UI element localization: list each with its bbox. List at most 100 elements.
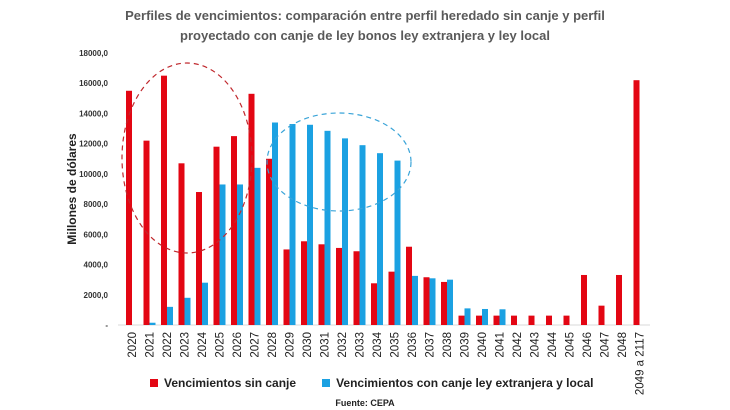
bar-con-canje-2029 (289, 124, 296, 326)
bar-sin-canje-2020 (126, 90, 132, 326)
bar-sin-canje-2036 (406, 246, 412, 325)
x-tick-label: 2045 (565, 332, 577, 358)
x-tick-label: 2028 (267, 332, 279, 358)
x-tick-label: 2032 (337, 332, 349, 358)
x-tick-label: 2034 (372, 331, 384, 357)
x-tick-label: 2025 (215, 332, 227, 358)
bar-con-canje-2021 (149, 322, 156, 325)
bar-sin-canje-2031 (318, 244, 325, 325)
red-highlight-ellipse (121, 62, 253, 254)
y-tick-label: 10000,0 (79, 170, 108, 179)
bar-con-canje-2032 (342, 138, 348, 325)
legend-swatch-red (150, 379, 158, 387)
x-tick-label: 2047 (600, 332, 612, 358)
x-tick-label: 2039 (460, 332, 472, 358)
bar-con-canje-2023 (184, 297, 191, 325)
x-tick-label: 2049 a 2117 (635, 332, 647, 395)
legend-item-sin-canje: Vencimientos sin canje (150, 376, 296, 390)
bar-con-canje-2025 (219, 184, 226, 325)
bar-con-canje-2033 (359, 145, 366, 325)
x-tick-label: 2041 (495, 332, 507, 358)
legend-item-con-canje: Vencimientos con canje ley extranjera y … (322, 376, 594, 390)
x-tick-label: 2036 (407, 332, 419, 358)
bar-sin-canje-2025 (213, 146, 220, 325)
bar-sin-canje-2035 (388, 271, 395, 325)
bar-con-canje-2038 (447, 279, 453, 325)
x-tick-label: 2021 (145, 332, 157, 358)
bar-con-canje-2039 (464, 308, 471, 325)
blue-highlight-ellipse (266, 112, 412, 212)
x-tick-label: 2046 (582, 332, 594, 358)
bar-con-canje-2031 (324, 130, 331, 325)
bar-con-canje-2034 (377, 153, 383, 325)
y-tick-label: 12000,0 (79, 140, 108, 149)
bar-sin-canje-2046 (581, 274, 587, 325)
bar-sin-canje-2034 (371, 283, 377, 325)
y-tick-label: 18000,0 (79, 49, 108, 58)
y-tick-label: 4000,0 (84, 261, 109, 270)
bar-sin-canje-2047 (598, 305, 605, 325)
x-tick-label: 2024 (197, 331, 209, 357)
chart-title: Perfiles de vencimientos: comparación en… (125, 8, 605, 43)
bar-con-canje-2022 (167, 306, 173, 325)
bar-sin-canje-2048 (616, 274, 622, 325)
x-tick-label: 2023 (180, 332, 192, 358)
x-tick-label: 2026 (232, 332, 244, 358)
bar-sin-canje-2044 (546, 315, 552, 325)
bar-con-canje-2028 (272, 122, 278, 325)
bar-sin-canje-2033 (353, 251, 360, 325)
bar-sin-canje-2028 (266, 158, 272, 325)
y-tick-label: 8000,0 (84, 200, 109, 209)
bar-sin-canje-2049a2117 (633, 80, 640, 325)
bar-sin-canje-2030 (301, 241, 307, 325)
bar-sin-canje-2037 (423, 277, 430, 325)
x-tick-label: 2033 (355, 332, 367, 358)
x-tick-label: 2027 (250, 332, 262, 358)
x-tick-label: 2040 (477, 332, 489, 358)
bar-sin-canje-2026 (231, 136, 237, 325)
bar-sin-canje-2039 (458, 315, 465, 325)
bar-con-canje-2035 (394, 160, 401, 325)
legend-label: Vencimientos con canje ley extranjera y … (336, 376, 594, 390)
bar-con-canje-2040 (482, 308, 488, 325)
bar-con-canje-2030 (307, 124, 313, 326)
bar-sin-canje-2023 (178, 163, 185, 325)
x-tick-label: 2031 (320, 332, 332, 358)
x-tick-label: 2037 (425, 332, 437, 358)
x-tick-label: 2029 (285, 332, 297, 358)
legend-swatch-blue (322, 379, 331, 387)
y-tick-label: 14000,0 (79, 109, 108, 118)
bar-sin-canje-2027 (248, 93, 255, 325)
source-note: Fuente: CEPA (335, 398, 395, 408)
bar-con-canje-2036 (412, 275, 418, 325)
bar-sin-canje-2043 (528, 315, 535, 325)
legend-label: Vencimientos sin canje (164, 376, 297, 390)
x-tick-label: 2020 (127, 332, 139, 358)
x-tick-label: 2035 (390, 332, 402, 358)
bar-con-canje-2041 (499, 309, 506, 325)
x-tick-label: 2048 (617, 332, 629, 358)
bar-con-canje-2037 (429, 278, 436, 325)
bar-sin-canje-2032 (336, 247, 342, 325)
x-tick-label: 2042 (512, 332, 524, 358)
x-tick-label: 2043 (530, 332, 542, 358)
bar-con-canje-2027 (254, 167, 261, 325)
bar-sin-canje-2038 (441, 281, 447, 325)
bar-sin-canje-2045 (563, 315, 570, 325)
x-tick-label: 2038 (442, 332, 454, 358)
bar-con-canje-2024 (202, 282, 208, 325)
bar-sin-canje-2024 (196, 192, 202, 325)
bar-con-canje-2026 (237, 184, 243, 325)
y-tick-label: 16000,0 (79, 79, 108, 88)
x-tick-label: 2030 (302, 332, 314, 358)
x-tick-label: 2044 (547, 331, 559, 357)
legend: Vencimientos sin canje Vencimientos con … (150, 376, 594, 390)
bar-sin-canje-2029 (283, 249, 290, 325)
bar-sin-canje-2042 (511, 315, 517, 325)
y-tick-label: - (105, 321, 108, 330)
x-tick-label: 2022 (162, 332, 174, 358)
bar-sin-canje-2040 (476, 315, 482, 325)
y-axis-label: Millones de dólares (65, 133, 79, 245)
